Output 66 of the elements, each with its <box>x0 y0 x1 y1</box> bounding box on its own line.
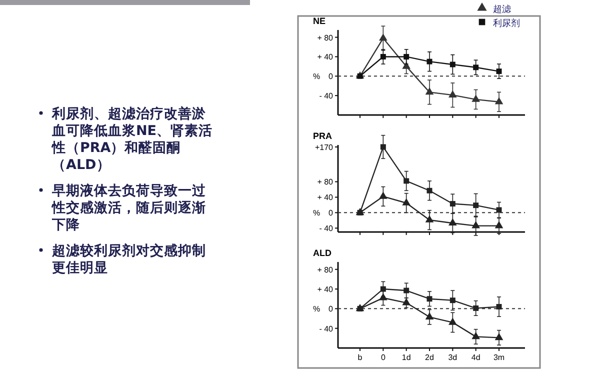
point <box>402 198 410 206</box>
point <box>494 97 504 104</box>
legend-label: 超滤 <box>493 4 511 15</box>
point <box>450 298 456 304</box>
y-tick-label: - 40 <box>319 224 334 234</box>
point <box>404 288 410 294</box>
point <box>448 90 457 98</box>
chart-title: PRA <box>313 131 332 141</box>
chart-title: ALD <box>313 248 332 258</box>
x-tick-label: 3m <box>493 353 505 362</box>
y-tick-label: + 80 <box>317 33 334 42</box>
y-tick-label: 0 <box>328 304 334 314</box>
x-tick-label: 3d <box>448 353 458 362</box>
x-tick-label: b <box>358 353 363 362</box>
y-tick-label: - 40 <box>319 92 334 101</box>
y-tick-label: 0 <box>328 72 334 82</box>
point <box>450 62 456 68</box>
point <box>425 312 434 320</box>
x-tick-label: 4d <box>471 353 480 362</box>
y-axis-title: % <box>313 208 320 218</box>
point <box>426 188 432 194</box>
point <box>496 207 502 213</box>
point <box>425 87 434 95</box>
y-tick-label: 0 <box>328 208 334 218</box>
point <box>426 296 432 302</box>
point <box>494 332 504 340</box>
point <box>448 318 457 325</box>
y-tick-label: + 40 <box>317 285 334 294</box>
point <box>404 178 410 184</box>
text: 超滤较利尿剂对交感抑制更佳明显 <box>51 242 206 276</box>
point <box>494 221 504 228</box>
point <box>450 201 456 207</box>
point <box>496 68 502 74</box>
point <box>473 305 479 311</box>
point <box>357 210 363 216</box>
y-tick-label: + 80 <box>317 265 334 274</box>
point <box>357 306 363 312</box>
point <box>425 215 434 222</box>
point <box>380 54 386 60</box>
x-tick-label: 1d <box>402 353 411 362</box>
point <box>448 218 457 226</box>
legend-label: 利尿剂 <box>493 18 520 29</box>
point <box>380 286 386 292</box>
y-axis-title: % <box>313 72 320 82</box>
y-tick-label: + 40 <box>317 193 334 202</box>
point <box>473 64 479 70</box>
point <box>473 202 479 208</box>
point <box>379 192 388 199</box>
point <box>380 144 386 150</box>
y-tick-label: - 40 <box>319 324 334 334</box>
point <box>472 332 480 340</box>
point <box>472 94 480 102</box>
text: 早期液体去负荷导致一过性交感激活，随后则逐渐下降 <box>51 182 207 233</box>
point <box>402 298 410 306</box>
x-tick-label: 0 <box>380 353 386 362</box>
y-tick-label: + 80 <box>317 178 334 187</box>
point <box>426 58 432 64</box>
point <box>472 221 480 228</box>
chart-title: NE <box>313 16 326 26</box>
y-axis-title: % <box>313 304 320 314</box>
text: 利尿剂、超滤治疗改善淤血可降低血浆NE、肾素活性（PRA）和醛固酮（ALD） <box>51 105 213 173</box>
y-tick-label: + 40 <box>317 52 334 62</box>
x-tick-label: 2d <box>425 353 434 362</box>
point <box>379 293 388 300</box>
point <box>496 304 502 310</box>
y-tick-label: +170 <box>314 142 334 152</box>
